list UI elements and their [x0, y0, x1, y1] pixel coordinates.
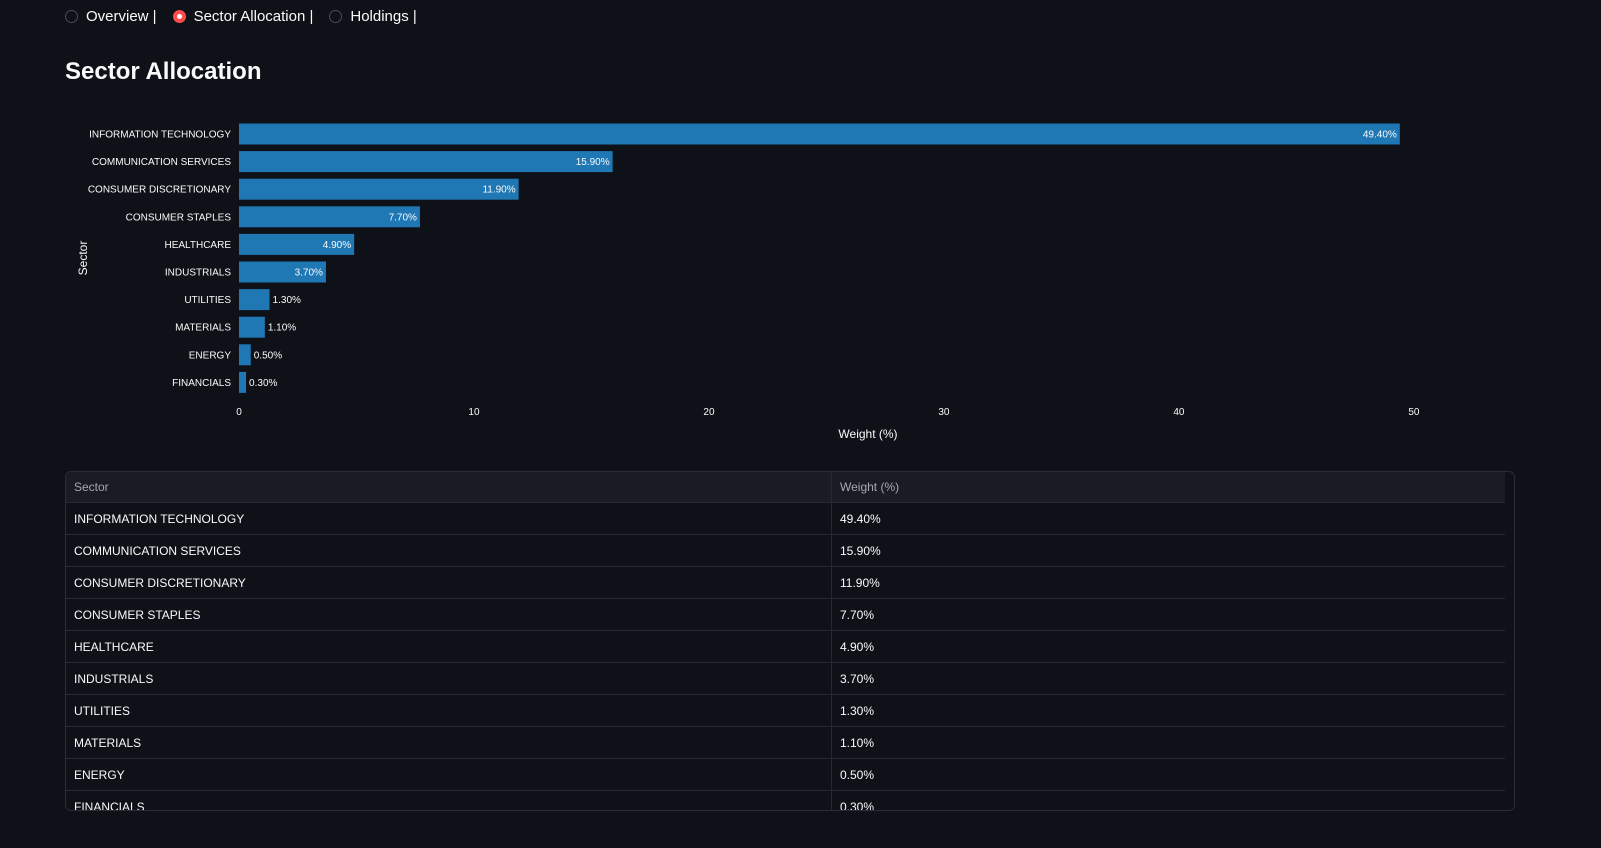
category-label: MATERIALS	[175, 323, 231, 334]
bar-industrials[interactable]	[239, 261, 326, 283]
bar-value-label: 0.50%	[254, 350, 282, 361]
chart-category-labels: INFORMATION TECHNOLOGY COMMUNICATION SERV…	[88, 130, 232, 389]
cell-sector[interactable]: INFORMATION TECHNOLOGY	[66, 502, 832, 535]
sector-table-container[interactable]: Sector Weight (%) INFORMATION TECHNOLOGY…	[65, 471, 1515, 811]
table-row[interactable]: CONSUMER STAPLES 7.70%	[66, 598, 1505, 631]
x-tick-label: 40	[1173, 407, 1185, 418]
table-header-row: Sector Weight (%)	[66, 472, 1505, 503]
x-tick-label: 20	[703, 407, 715, 418]
cell-weight[interactable]: 1.10%	[831, 726, 1505, 759]
cell-weight[interactable]: 7.70%	[831, 598, 1505, 631]
cell-weight[interactable]: 0.30%	[840, 799, 875, 811]
table-row[interactable]: FINANCIALS 0.30%	[66, 790, 1505, 811]
bar-value-label: 4.90%	[323, 240, 351, 251]
category-label: INFORMATION TECHNOLOGY	[89, 130, 231, 141]
radio-sector-allocation-circle[interactable]	[172, 10, 186, 23]
radio-overview-label[interactable]: Overview |	[86, 8, 157, 25]
radio-overview[interactable]: Overview |	[65, 8, 157, 25]
x-tick-label: 50	[1408, 407, 1420, 418]
cell-sector[interactable]: FINANCIALS	[66, 790, 832, 810]
bar-value-label: 11.90%	[482, 185, 515, 196]
table-header-sector[interactable]: Sector	[66, 472, 832, 503]
radio-sector-allocation[interactable]: Sector Allocation |	[172, 8, 314, 25]
cell-sector[interactable]: MATERIALS	[66, 726, 832, 759]
radio-holdings[interactable]: Holdings |	[329, 8, 417, 25]
chart-value-labels: 49.40% 15.90% 11.90% 7.70% 4.90% 3.70% 1.30% 1.…	[249, 130, 1397, 389]
table-header-weight[interactable]: Weight (%)	[831, 472, 1505, 503]
sector-table: Sector Weight (%) INFORMATION TECHNOLOGY…	[66, 472, 1505, 811]
table-row[interactable]: MATERIALS 1.10%	[66, 726, 1505, 759]
cell-weight[interactable]: 3.70%	[831, 662, 1505, 695]
table-body: INFORMATION TECHNOLOGY 49.40% COMMUNICATIO…	[66, 502, 1505, 811]
chart-x-ticks: 0 10 20 30 40 50	[236, 407, 1420, 418]
table-row[interactable]: UTILITIES 1.30%	[66, 694, 1505, 727]
category-label: CONSUMER STAPLES	[126, 212, 232, 223]
radio-sector-allocation-label[interactable]: Sector Allocation |	[193, 8, 314, 25]
cell-sector[interactable]: ENERGY	[66, 758, 832, 791]
cell-weight[interactable]: 11.90%	[831, 566, 1505, 599]
bar-consumer-discretionary[interactable]	[239, 178, 519, 200]
bar-information-technology[interactable]	[239, 123, 1400, 145]
x-tick-label: 0	[236, 407, 242, 418]
table-row[interactable]: HEALTHCARE 4.90%	[66, 630, 1505, 663]
table-row[interactable]: COMMUNICATION SERVICES 15.90%	[66, 534, 1505, 567]
bar-value-label: 0.30%	[249, 378, 277, 389]
radio-overview-circle[interactable]	[65, 10, 78, 23]
page-title: Sector Allocation	[65, 58, 262, 85]
cell-weight[interactable]: 1.30%	[831, 694, 1505, 727]
bar-energy[interactable]	[239, 344, 251, 366]
cell-sector[interactable]: CONSUMER STAPLES	[66, 598, 832, 631]
category-label: INDUSTRIALS	[165, 268, 231, 279]
category-label: CONSUMER DISCRETIONARY	[88, 185, 231, 196]
bar-value-label: 49.40%	[1363, 130, 1397, 141]
cell-weight[interactable]: 49.40%	[831, 502, 1505, 535]
bar-communication-services[interactable]	[239, 151, 613, 173]
category-label: UTILITIES	[184, 295, 231, 306]
radio-holdings-circle[interactable]	[329, 10, 343, 23]
x-tick-label: 30	[938, 407, 950, 418]
category-label: FINANCIALS	[172, 378, 231, 389]
cell-sector[interactable]: COMMUNICATION SERVICES	[66, 534, 832, 567]
chart-x-axis-label: Weight (%)	[838, 427, 897, 441]
sector-bar-chart: INFORMATION TECHNOLOGY COMMUNICATION SERV…	[76, 123, 1420, 441]
chart-bars	[239, 123, 1400, 393]
chart-y-axis-label: Sector	[76, 241, 90, 276]
category-label: HEALTHCARE	[165, 240, 232, 251]
category-label: ENERGY	[189, 350, 232, 361]
cell-sector[interactable]: INDUSTRIALS	[66, 662, 832, 695]
bar-value-label: 7.70%	[389, 212, 417, 223]
radio-holdings-label[interactable]: Holdings |	[350, 8, 417, 25]
table-row[interactable]: INDUSTRIALS 3.70%	[66, 662, 1505, 695]
view-radio-group: Overview | Sector Allocation | Holdings …	[65, 8, 433, 25]
table-row[interactable]: ENERGY 0.50%	[66, 758, 1505, 791]
bar-value-label: 1.10%	[268, 323, 296, 334]
cell-weight[interactable]: 0.50%	[831, 758, 1505, 791]
bar-healthcare[interactable]	[239, 233, 355, 255]
category-label: COMMUNICATION SERVICES	[92, 157, 231, 168]
bar-value-label: 1.30%	[273, 295, 301, 306]
x-tick-label: 10	[468, 407, 480, 418]
bar-value-label: 15.90%	[576, 157, 610, 168]
cell-weight[interactable]: 4.90%	[831, 630, 1505, 663]
cell-sector[interactable]: HEALTHCARE	[66, 630, 832, 663]
table-row[interactable]: CONSUMER DISCRETIONARY 11.90%	[66, 566, 1505, 599]
bar-consumer-staples[interactable]	[239, 206, 420, 228]
bar-utilities[interactable]	[239, 289, 270, 311]
bar-materials[interactable]	[239, 316, 265, 338]
table-row[interactable]: INFORMATION TECHNOLOGY 49.40%	[66, 502, 1505, 535]
bar-value-label: 3.70%	[295, 268, 323, 279]
cell-sector[interactable]: UTILITIES	[66, 694, 832, 727]
cell-sector[interactable]: CONSUMER DISCRETIONARY	[66, 566, 832, 599]
cell-weight[interactable]: 15.90%	[831, 534, 1505, 567]
bar-financials[interactable]	[239, 371, 247, 393]
